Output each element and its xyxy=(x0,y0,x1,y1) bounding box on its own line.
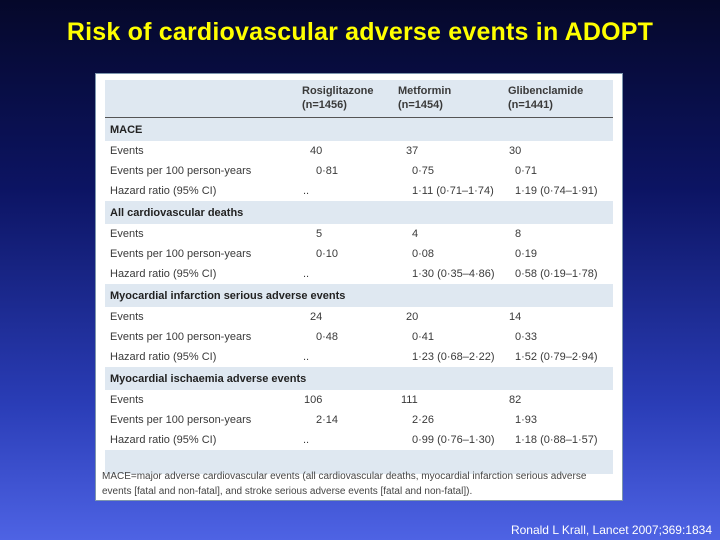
column-name: Glibenclamide xyxy=(508,85,584,97)
cell-rosiglitazone: 40 xyxy=(310,145,323,157)
cell-rosiglitazone: 0·48 xyxy=(316,331,339,343)
section-header-mace: MACE xyxy=(105,121,613,140)
table-row: Events 5 4 8 xyxy=(105,224,613,244)
column-name: Rosiglitazone xyxy=(302,85,374,97)
column-header-metformin: Metformin (n=1454) xyxy=(398,84,451,112)
cell-glibenclamide: 1·19 (0·74–1·91) xyxy=(515,185,598,197)
cell-glibenclamide: 1·52 (0·79–2·94) xyxy=(515,351,598,363)
row-label: Events per 100 person-years xyxy=(110,248,252,260)
cell-glibenclamide: 0·71 xyxy=(515,165,538,177)
column-name: Metformin xyxy=(398,85,452,97)
cell-rosiglitazone: 24 xyxy=(310,311,323,323)
table-panel: Rosiglitazone (n=1456) Metformin (n=1454… xyxy=(95,73,623,501)
cell-rosiglitazone: .. xyxy=(303,434,310,446)
table-row: Hazard ratio (95% CI) .. 1·11 (0·71–1·74… xyxy=(105,181,613,201)
cell-rosiglitazone: 106 xyxy=(304,394,323,406)
table-footnote: MACE=major adverse cardiovascular events… xyxy=(102,471,587,497)
cell-metformin: 1·23 (0·68–2·22) xyxy=(412,351,495,363)
cell-glibenclamide: 0·19 xyxy=(515,248,538,260)
table-row: Events per 100 person-years 0·10 0·08 0·… xyxy=(105,244,613,264)
header-rule xyxy=(105,117,613,118)
cell-rosiglitazone: 5 xyxy=(316,228,323,240)
table-row: Events 24 20 14 xyxy=(105,307,613,327)
table-row: Events per 100 person-years 0·81 0·75 0·… xyxy=(105,161,613,181)
table-row: Hazard ratio (95% CI) .. 0·99 (0·76–1·30… xyxy=(105,430,613,450)
cell-rosiglitazone: 0·10 xyxy=(316,248,339,260)
column-n: (n=1454) xyxy=(398,99,443,111)
column-n: (n=1456) xyxy=(302,99,347,111)
row-label: Events per 100 person-years xyxy=(110,331,252,343)
table-row: Hazard ratio (95% CI) .. 1·30 (0·35–4·86… xyxy=(105,264,613,284)
cell-rosiglitazone: 0·81 xyxy=(316,165,339,177)
section-header-ischaemia: Myocardial ischaemia adverse events xyxy=(105,370,613,389)
cell-glibenclamide: 0·33 xyxy=(515,331,538,343)
table-row: Events per 100 person-years 2·14 2·26 1·… xyxy=(105,410,613,430)
table-row: Events per 100 person-years 0·48 0·41 0·… xyxy=(105,327,613,347)
cell-glibenclamide: 8 xyxy=(515,228,522,240)
row-label: Events xyxy=(110,394,144,406)
row-label: Hazard ratio (95% CI) xyxy=(110,185,217,197)
cell-metformin: 2·26 xyxy=(412,414,435,426)
section-header-mi: Myocardial infarction serious adverse ev… xyxy=(105,287,613,306)
cell-glibenclamide: 0·58 (0·19–1·78) xyxy=(515,268,598,280)
cell-glibenclamide: 30 xyxy=(509,145,522,157)
column-header-glibenclamide: Glibenclamide (n=1441) xyxy=(508,84,583,112)
cell-rosiglitazone: .. xyxy=(303,185,310,197)
data-table: Rosiglitazone (n=1456) Metformin (n=1454… xyxy=(105,80,613,474)
table-row: Hazard ratio (95% CI) .. 1·23 (0·68–2·22… xyxy=(105,347,613,367)
cell-metformin: 1·30 (0·35–4·86) xyxy=(412,268,495,280)
cell-metformin: 37 xyxy=(406,145,419,157)
column-header-rosiglitazone: Rosiglitazone (n=1456) xyxy=(302,84,374,112)
slide-title: Risk of cardiovascular adverse events in… xyxy=(66,18,654,46)
cell-metformin: 4 xyxy=(412,228,419,240)
row-label: Hazard ratio (95% CI) xyxy=(110,351,217,363)
cell-metformin: 1·11 (0·71–1·74) xyxy=(412,185,494,197)
section-title: Myocardial infarction serious adverse ev… xyxy=(110,290,346,302)
citation: Ronald L Krall, Lancet 2007;369:1834 xyxy=(510,523,712,537)
cell-metformin: 0·75 xyxy=(412,165,435,177)
row-label: Events per 100 person-years xyxy=(110,414,252,426)
cell-glibenclamide: 1·18 (0·88–1·57) xyxy=(515,434,598,446)
cell-rosiglitazone: .. xyxy=(303,268,310,280)
cell-rosiglitazone: 2·14 xyxy=(316,414,339,426)
cell-rosiglitazone: .. xyxy=(303,351,310,363)
section-title: All cardiovascular deaths xyxy=(110,207,244,219)
cell-metformin: 0·99 (0·76–1·30) xyxy=(412,434,495,446)
row-label: Events xyxy=(110,311,144,323)
row-label: Events xyxy=(110,145,144,157)
table-row: Events 106 111 82 xyxy=(105,390,613,410)
cell-glibenclamide: 14 xyxy=(509,311,522,323)
cell-metformin: 111 xyxy=(401,394,418,406)
cell-glibenclamide: 82 xyxy=(509,394,522,406)
cell-metformin: 0·41 xyxy=(412,331,435,343)
section-header-cv-deaths: All cardiovascular deaths xyxy=(105,204,613,223)
cell-glibenclamide: 1·93 xyxy=(515,414,538,426)
section-title: Myocardial ischaemia adverse events xyxy=(110,373,307,385)
cell-metformin: 20 xyxy=(406,311,419,323)
row-label: Events xyxy=(110,228,144,240)
column-n: (n=1441) xyxy=(508,99,553,111)
row-label: Hazard ratio (95% CI) xyxy=(110,268,217,280)
table-row: Events 40 37 30 xyxy=(105,141,613,161)
section-title: MACE xyxy=(110,124,143,136)
row-label: Events per 100 person-years xyxy=(110,165,252,177)
cell-metformin: 0·08 xyxy=(412,248,435,260)
row-label: Hazard ratio (95% CI) xyxy=(110,434,217,446)
